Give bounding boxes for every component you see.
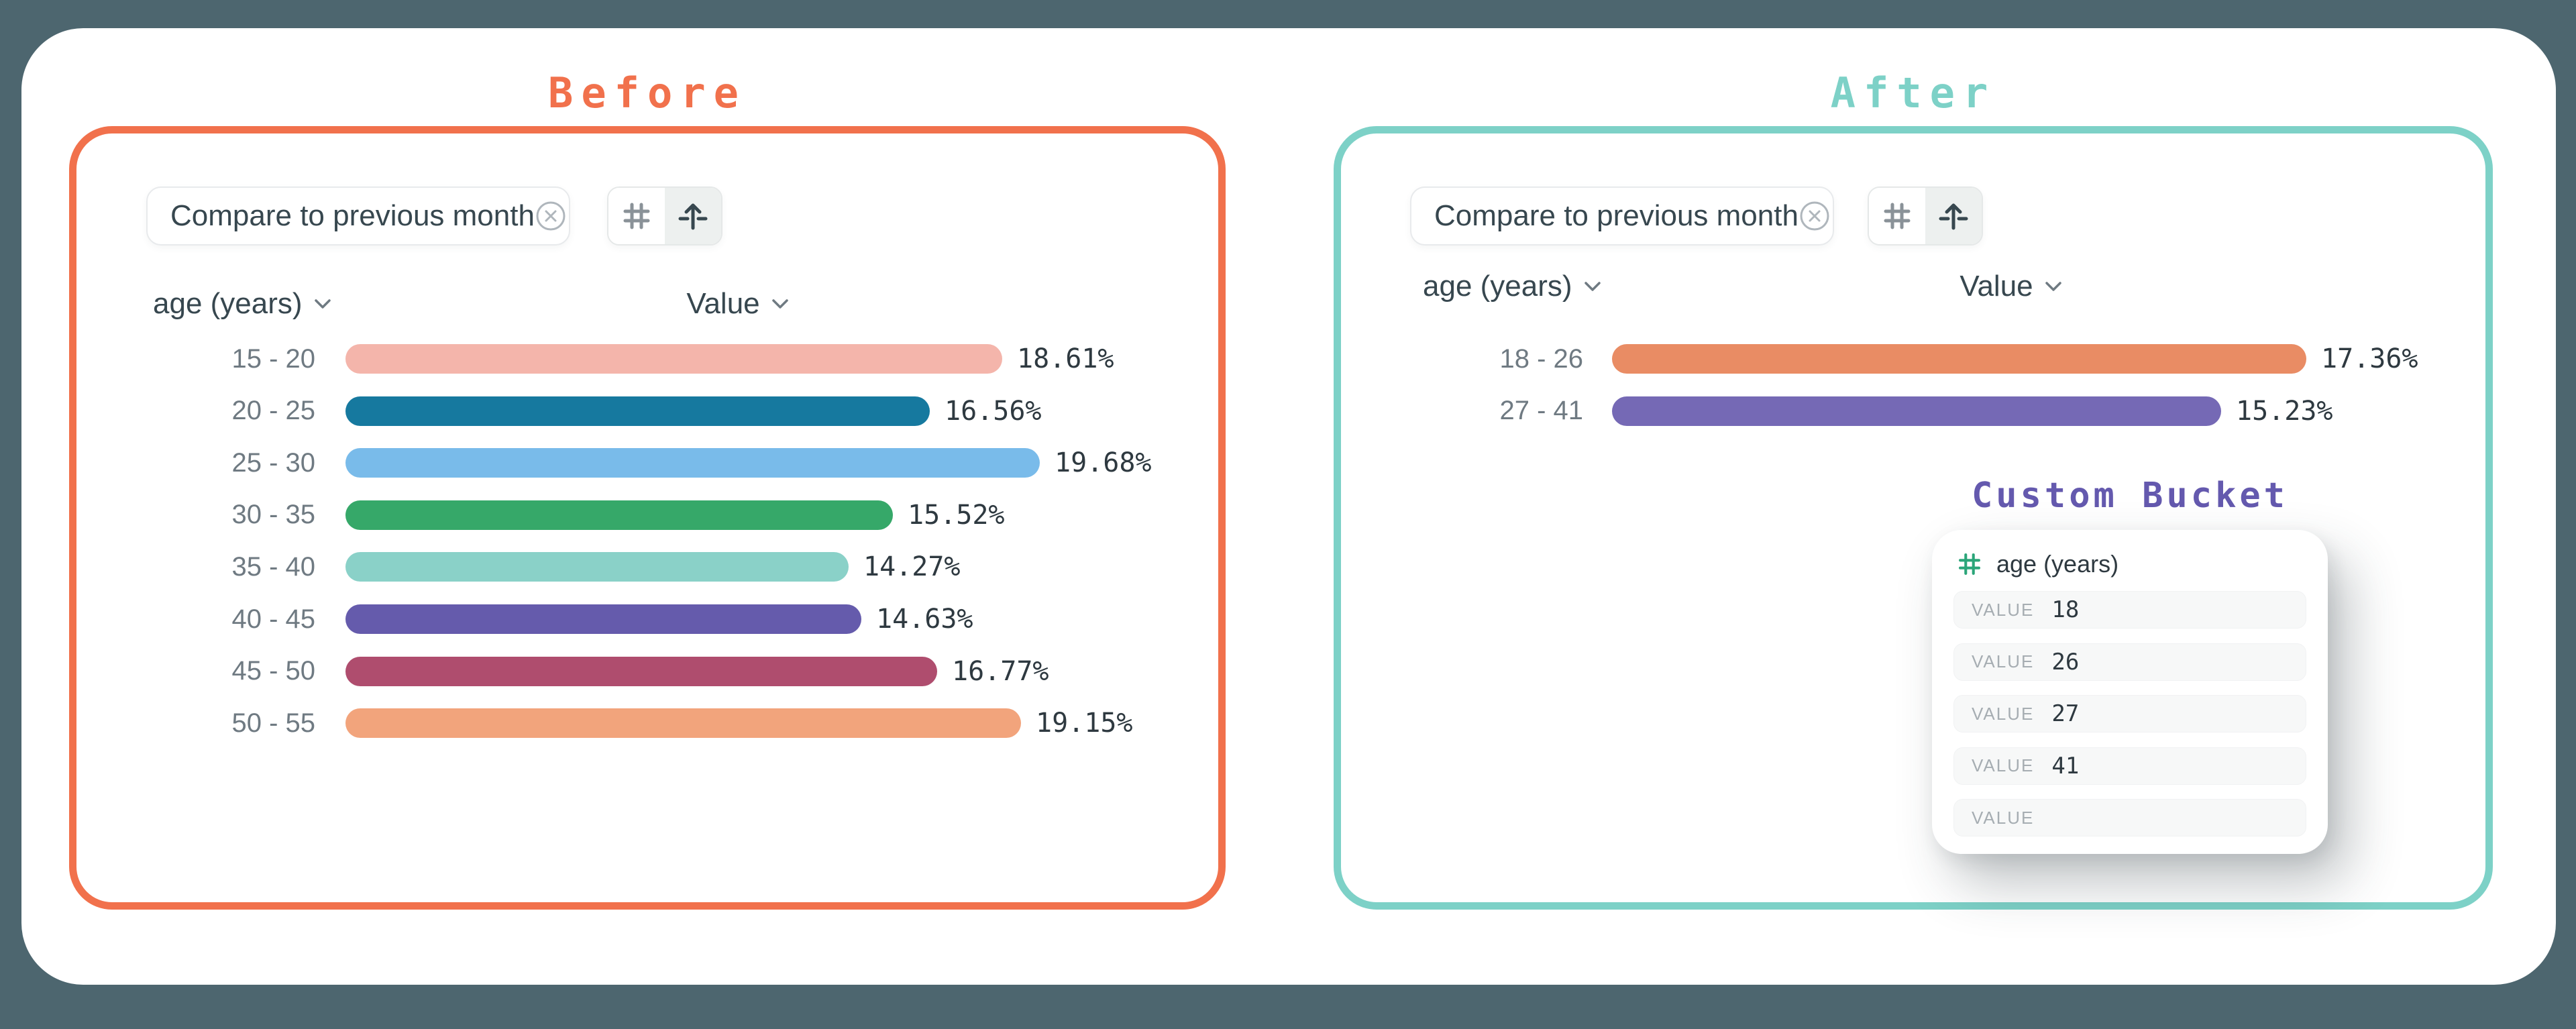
bucket-value-field-label: VALUE — [1972, 599, 2035, 620]
bucket-value-field[interactable]: VALUE 41 — [1953, 747, 2306, 785]
column-header-dimension[interactable]: age (years) — [1423, 270, 1602, 303]
bucket-value-field-value: 18 — [2051, 596, 2080, 623]
custom-bucket-field-name: age (years) — [1996, 550, 2119, 578]
bar — [345, 708, 1021, 739]
bar — [345, 656, 937, 686]
bar — [1612, 344, 2306, 374]
bar-row: 20 - 25 16.56% — [76, 395, 1042, 427]
comparison-chip-label: Compare to previous month — [170, 199, 535, 232]
bar-value-label: 16.77% — [952, 655, 1049, 687]
hash-icon — [1957, 552, 1982, 576]
remove-comparison-icon[interactable] — [1799, 200, 1831, 232]
arrow-up-from-baseline-icon — [678, 201, 708, 231]
column-header-measure[interactable]: Value — [637, 287, 839, 321]
column-header-dimension-label: age (years) — [1423, 270, 1572, 303]
bar-row: 15 - 20 18.61% — [76, 343, 1114, 374]
bar-row: 18 - 26 17.36% — [1341, 343, 2418, 374]
bar — [345, 448, 1040, 478]
bar-row: 27 - 41 15.23% — [1341, 395, 2333, 427]
hash-icon — [622, 201, 651, 231]
after-panel: Compare to previous month — [1334, 126, 2493, 910]
bar-value-label: 19.68% — [1055, 447, 1152, 479]
value-format-toggle — [607, 186, 722, 246]
bar — [1612, 396, 2221, 426]
bar — [345, 396, 930, 426]
bar-value-label: 16.56% — [945, 395, 1042, 427]
bar-category-label: 35 - 40 — [231, 551, 315, 582]
comparison-chip-label: Compare to previous month — [1434, 199, 1799, 232]
bar-row: 30 - 35 15.52% — [76, 499, 1005, 531]
bucket-value-field-label: VALUE — [1972, 651, 2035, 671]
value-format-toggle — [1868, 186, 1983, 246]
bar-category-label: 20 - 25 — [231, 396, 315, 426]
bucket-value-field[interactable]: VALUE 26 — [1953, 643, 2306, 681]
bar-category-label: 25 - 30 — [231, 447, 315, 478]
bar — [345, 604, 861, 634]
bucket-value-field[interactable]: VALUE — [1953, 799, 2306, 836]
bucket-value-field[interactable]: VALUE 27 — [1953, 695, 2306, 733]
bar-row: 45 - 50 16.77% — [76, 655, 1049, 687]
before-panel: Compare to previous month — [69, 126, 1226, 910]
custom-bucket-title: Custom Bucket — [1972, 476, 2288, 516]
chevron-down-icon — [771, 298, 790, 310]
comparison-chip[interactable]: Compare to previous month — [146, 186, 570, 246]
bar-value-label: 19.15% — [1036, 708, 1133, 739]
comparison-chip[interactable]: Compare to previous month — [1410, 186, 1834, 246]
remove-comparison-icon[interactable] — [535, 200, 567, 232]
before-bar-chart: 15 - 20 18.61% 20 - 25 16.56% 25 - 30 19.68% 3… — [76, 133, 1218, 902]
bar-value-label: 15.23% — [2236, 395, 2333, 427]
bar-value-label: 15.52% — [908, 499, 1005, 531]
hash-icon — [1882, 201, 1912, 231]
bar-category-label: 18 - 26 — [1499, 343, 1583, 374]
bar-category-label: 45 - 50 — [231, 656, 315, 686]
column-header-measure-label: Value — [686, 287, 760, 320]
bucket-value-field-label: VALUE — [1972, 755, 2035, 775]
bar-category-label: 27 - 41 — [1499, 396, 1583, 426]
bar — [345, 552, 849, 582]
number-format-button[interactable] — [608, 188, 665, 244]
bar-value-label: 18.61% — [1017, 343, 1114, 374]
bucket-value-field-value: 27 — [2051, 700, 2080, 727]
column-header-dimension-label: age (years) — [153, 287, 303, 320]
bar-row: 25 - 30 19.68% — [76, 447, 1152, 479]
arrow-up-from-baseline-icon — [1938, 201, 1969, 231]
custom-bucket-popup: age (years) VALUE 18 VALUE 26 VALUE 27 VALUE 41… — [1932, 530, 2328, 854]
custom-bucket-field-header: age (years) — [1957, 550, 2118, 578]
bar — [345, 500, 893, 530]
chevron-down-icon — [1583, 280, 1602, 292]
bar-value-label: 14.63% — [876, 604, 973, 635]
after-title: After — [1830, 68, 1996, 117]
bar-row: 50 - 55 19.15% — [76, 708, 1133, 739]
after-bar-chart: 18 - 26 17.36% 27 - 41 15.23% — [1341, 133, 2485, 902]
bar-category-label: 40 - 45 — [231, 604, 315, 634]
bar-value-label: 17.36% — [2321, 343, 2418, 374]
bucket-value-field-value: 26 — [2051, 648, 2080, 675]
chevron-down-icon — [2044, 280, 2063, 292]
column-header-measure-label: Value — [1960, 270, 2033, 303]
bucket-value-field-label: VALUE — [1972, 703, 2035, 724]
bar-category-label: 15 - 20 — [231, 343, 315, 374]
bar — [345, 344, 1002, 374]
column-header-dimension[interactable]: age (years) — [153, 287, 332, 321]
bar-row: 40 - 45 14.63% — [76, 604, 973, 635]
bucket-value-field[interactable]: VALUE 18 — [1953, 591, 2306, 629]
percent-axis-button[interactable] — [1925, 188, 1982, 244]
bar-category-label: 50 - 55 — [231, 708, 315, 738]
percent-axis-button[interactable] — [665, 188, 721, 244]
before-title: Before — [548, 68, 747, 117]
chevron-down-icon — [313, 298, 332, 310]
bucket-value-field-value: 41 — [2051, 752, 2080, 779]
bucket-value-field-label: VALUE — [1972, 807, 2035, 828]
main-card: Before Compare to previous month — [21, 28, 2556, 985]
number-format-button[interactable] — [1869, 188, 1925, 244]
bar-category-label: 30 - 35 — [231, 500, 315, 530]
column-header-measure[interactable]: Value — [1911, 270, 2112, 303]
bar-row: 35 - 40 14.27% — [76, 551, 961, 583]
bar-value-label: 14.27% — [863, 551, 961, 583]
